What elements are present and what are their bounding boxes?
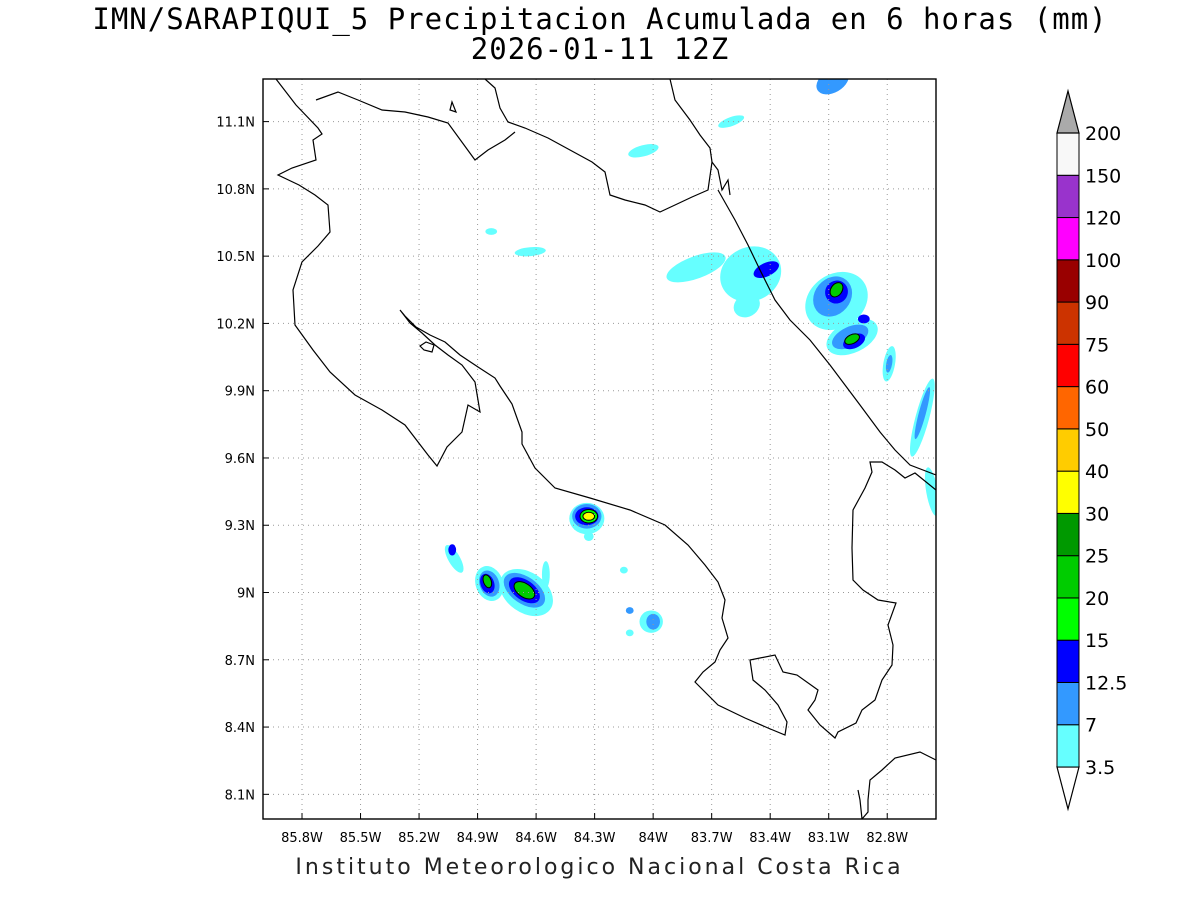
lat-tick-label: 9N [237,587,255,602]
precip-cell [514,246,546,257]
precip-cell [718,115,745,128]
nicaragua-border [315,91,516,161]
lat-tick-label: 8.7N [225,654,255,669]
precip-cell [625,607,634,614]
colorbar-label: 20 [1085,588,1109,610]
lat-tick-label: 10.8N [216,183,255,198]
lat-tick-label: 8.4N [225,721,255,736]
colorbar-label: 150 [1085,165,1121,187]
precip-cell [625,629,634,637]
colorbar-max-arrow [1056,88,1080,134]
precip-cell [448,544,457,556]
south-coastline-west [857,789,863,819]
precip-cell [583,531,594,541]
caribbean-coastline [484,79,731,213]
south-coastline [861,751,936,819]
colorbar-label: 50 [1085,419,1109,441]
coastlines-and-borders [275,79,936,819]
footer-credit: Instituto Meteorologico Nacional Costa R… [295,855,904,880]
precip-cell [816,79,849,95]
precip-cell [857,314,870,324]
lon-tick-label: 84W [638,831,668,846]
precip-cell [485,228,498,235]
map-title: IMN/SARAPIQUI_5 Precipitacion Acumulada … [92,2,1108,36]
gulf-island [419,341,435,353]
colorbar-label: 100 [1085,250,1121,272]
precip-cell [513,581,536,600]
precip-cell [482,574,493,589]
lon-tick-label: 83.7W [691,831,733,846]
precip-cell [646,613,660,630]
precipitation-layer [444,79,936,637]
pacific-coastline [275,79,936,739]
precip-cell [844,333,860,345]
colorbar-label: 90 [1085,292,1109,314]
lake-island [449,100,458,113]
colorbar-label: 200 [1085,123,1121,145]
lon-tick-label: 83.4W [749,831,791,846]
caribbean-coast-south [717,189,936,476]
plot-background [263,79,936,819]
colorbar-label: 7 [1085,715,1097,737]
color-scale-legend: 3.5 7 12.5 15 20 25 30 40 50 60 75 90 100 120 150 200 [1056,88,1127,812]
precip-cell [733,293,760,318]
lat-lon-grid [263,79,936,819]
precip-cell [628,144,659,158]
precip-cell [914,387,931,440]
lon-tick-label: 83.1W [808,831,850,846]
precip-cell [666,252,726,283]
lon-tick-label: 84.9W [457,831,499,846]
colorbar-label: 40 [1085,461,1109,483]
colorbar-segment [1056,512,1080,557]
colorbar-label: 12.5 [1085,672,1127,694]
map-subtitle-date: 2026-01-11 12Z [470,32,730,66]
lon-tick-label: 85.8W [281,831,323,846]
colorbar-min-arrow [1056,766,1080,812]
precip-cell [720,246,782,302]
lon-tick-label: 84.3W [574,831,616,846]
precip-cell [829,282,844,298]
colorbar-segment [1056,639,1080,683]
precip-cell [619,566,628,574]
lat-tick-label: 9.6N [225,452,255,467]
colorbar-segment [1056,428,1080,472]
lon-tick-label: 85.5W [340,831,382,846]
longitude-tick-labels: 85.8W 85.5W 85.2W 84.9W 84.6W 84.3W 84W 83.7W 83… [281,831,908,846]
precip-cell [753,261,779,279]
colorbar-label: 60 [1085,377,1109,399]
colorbar-segment [1056,470,1080,514]
lon-tick-label: 85.2W [398,831,440,846]
colorbar-segment [1056,174,1080,219]
lat-tick-label: 11.1N [216,116,255,131]
colorbar-label: 120 [1085,208,1121,230]
latitude-tick-labels: 11.1N 10.8N 10.5N 10.2N 9.9N 9.6N 9.3N 9N 8.7N 8.… [216,116,255,804]
precip-cell [582,511,596,521]
colorbar-label: 30 [1085,503,1109,525]
lat-tick-label: 8.1N [225,788,255,803]
caribbean-coast-north [669,79,713,163]
colorbar-segment [1056,217,1080,261]
plot-frame [262,78,937,820]
colorbar-segment [1056,597,1080,641]
lon-tick-label: 84.6W [515,831,557,846]
colorbar-segment [1056,724,1080,768]
lat-tick-label: 9.3N [225,519,255,534]
colorbar-label: 15 [1085,630,1109,652]
colorbar-segment [1056,301,1080,345]
colorbar-segment [1056,343,1080,388]
colorbar-segment [1056,132,1080,176]
precip-cell [541,561,550,589]
colorbar-label: 25 [1085,546,1109,568]
colorbar-segment [1056,555,1080,599]
colorbar-label: 75 [1085,334,1109,356]
colorbar-label: 3.5 [1085,757,1115,779]
lon-tick-label: 82.8W [866,831,908,846]
lat-tick-label: 9.9N [225,385,255,400]
colorbar-segment [1056,259,1080,303]
colorbar-segment [1056,386,1080,430]
colorbar-segment [1056,681,1080,726]
lat-tick-label: 10.2N [216,317,255,332]
lat-tick-label: 10.5N [216,250,255,265]
